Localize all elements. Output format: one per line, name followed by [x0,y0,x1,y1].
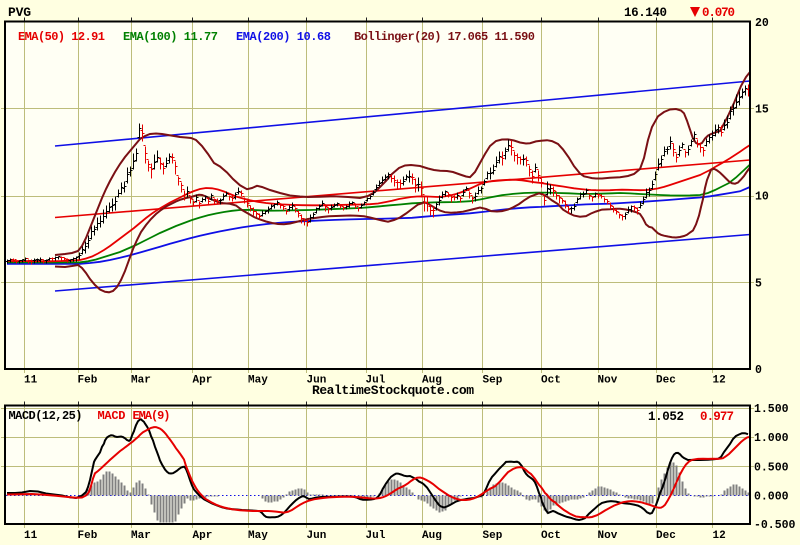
svg-text:May: May [248,530,268,540]
svg-text:EMA(50) 12.91: EMA(50) 12.91 [18,30,105,44]
svg-text:1.500: 1.500 [754,403,789,416]
svg-text:Apr: Apr [193,530,213,540]
svg-text:Mar: Mar [131,530,151,540]
svg-text:10: 10 [755,191,769,204]
svg-text:12: 12 [713,530,726,540]
svg-text:Feb: Feb [78,375,98,387]
svg-text:Sep: Sep [483,530,503,540]
svg-text:Nov: Nov [598,375,618,387]
svg-text:EMA(9): EMA(9) [133,409,171,423]
svg-text:Jun: Jun [307,530,327,540]
svg-text:EMA(100) 11.77: EMA(100) 11.77 [123,30,218,44]
svg-text:MACD: MACD [98,409,126,423]
svg-text:Feb: Feb [78,530,98,540]
svg-text:0: 0 [755,364,762,377]
svg-text:Aug: Aug [422,530,442,540]
svg-text:Jun: Jun [307,375,327,387]
svg-text:Dec: Dec [656,375,676,387]
svg-text:-0.500: -0.500 [754,519,796,532]
svg-text:Oct: Oct [541,375,561,387]
svg-text:RealtimeStockquote.com: RealtimeStockquote.com [312,383,474,398]
svg-text:1.000: 1.000 [754,432,789,445]
svg-text:15: 15 [755,103,769,116]
svg-text:PVG: PVG [8,5,31,20]
svg-text:0.070: 0.070 [702,6,735,20]
svg-text:5: 5 [755,278,762,291]
svg-text:1.052: 1.052 [648,410,684,424]
svg-text:Oct: Oct [541,530,561,540]
svg-text:Sep: Sep [483,375,503,387]
svg-text:Bollinger(20) 17.065 11.590: Bollinger(20) 17.065 11.590 [354,30,535,44]
svg-text:MACD(12,25): MACD(12,25) [9,409,83,423]
svg-text:0.500: 0.500 [754,461,789,474]
svg-text:May: May [248,375,268,387]
svg-text:11: 11 [24,530,38,540]
svg-text:Apr: Apr [193,375,213,387]
svg-text:Jul: Jul [366,530,386,540]
svg-text:EMA(200) 10.68: EMA(200) 10.68 [236,30,331,44]
svg-text:Nov: Nov [598,530,618,540]
svg-text:Dec: Dec [656,530,676,540]
svg-text:12: 12 [713,375,726,387]
svg-text:Jul: Jul [366,375,386,387]
svg-text:11: 11 [24,375,38,387]
svg-text:Aug: Aug [422,375,442,387]
svg-text:0.977: 0.977 [700,410,734,424]
svg-text:0.000: 0.000 [754,491,789,504]
svg-text:Mar: Mar [131,375,151,387]
svg-text:20: 20 [755,17,769,30]
svg-text:16.140: 16.140 [624,6,667,20]
